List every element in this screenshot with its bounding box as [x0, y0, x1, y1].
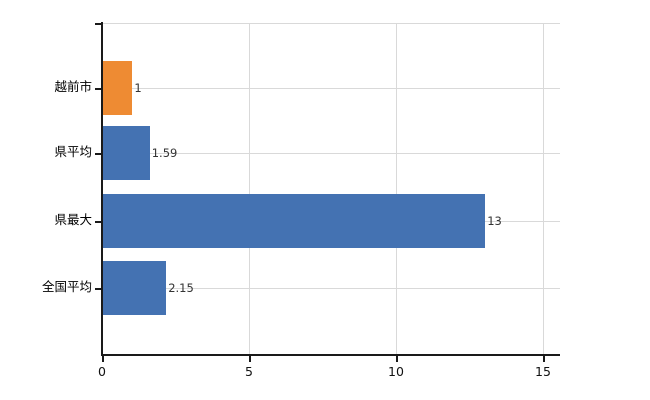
category-label: 県最大: [54, 212, 92, 227]
bar: [103, 261, 167, 315]
x-axis-tick: [249, 355, 251, 362]
x-axis-tick: [543, 355, 545, 362]
h-gridline: [102, 288, 560, 289]
y-axis-tick: [95, 221, 102, 223]
x-axis-tick: [102, 355, 104, 362]
x-axis-tick: [396, 355, 398, 362]
x-tick-label: 15: [535, 364, 551, 379]
bar: [103, 61, 133, 115]
x-tick-label: 10: [388, 364, 404, 379]
bar: [103, 194, 486, 248]
v-gridline: [249, 23, 250, 355]
x-tick-label: 0: [98, 364, 106, 379]
bar: [103, 126, 150, 180]
y-axis-line: [101, 22, 103, 355]
v-gridline: [396, 23, 397, 355]
v-gridline: [543, 23, 544, 355]
y-axis-tick: [95, 153, 102, 155]
y-axis-tick: [95, 88, 102, 90]
bar-value-label: 2.15: [168, 280, 194, 295]
category-label: 越前市: [54, 79, 92, 94]
plot-top-border: [102, 23, 560, 24]
y-axis-tick: [95, 288, 102, 290]
x-tick-label: 5: [245, 364, 253, 379]
y-axis-tick: [95, 23, 102, 25]
bar-value-label: 1: [134, 80, 142, 95]
h-gridline: [102, 153, 560, 154]
bar-value-label: 13: [487, 213, 502, 228]
h-gridline: [102, 88, 560, 89]
x-axis-line: [101, 354, 560, 356]
category-label: 県平均: [54, 144, 92, 159]
category-label: 全国平均: [41, 279, 92, 294]
bar-value-label: 1.59: [151, 145, 178, 160]
